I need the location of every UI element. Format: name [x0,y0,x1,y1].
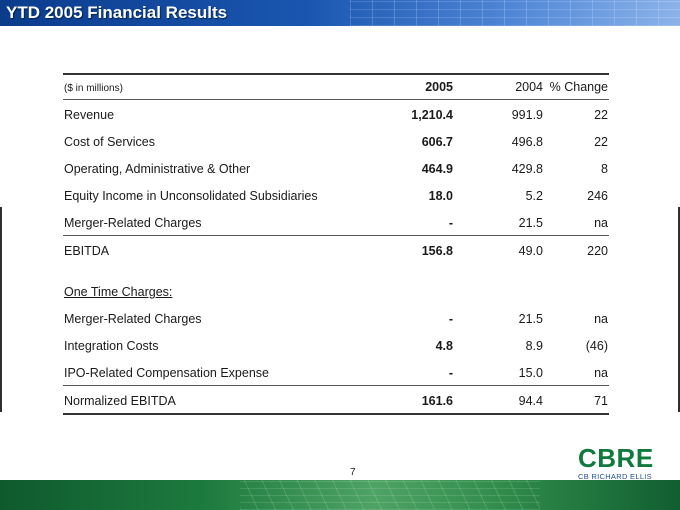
row-label: Merger-Related Charges [64,312,202,326]
logo-mark: CBRE [578,443,654,473]
footer-texture [240,480,540,510]
value-2005: 4.8 [435,339,453,353]
left-edge-line [0,207,2,412]
row-label: Merger-Related Charges [64,216,202,230]
row-label: Normalized EBITDA [64,394,176,408]
row-label: Integration Costs [64,339,159,353]
value-2005: - [448,366,453,380]
units-label: ($ in millions) [64,83,123,94]
value-2004: 496.8 [511,135,543,149]
row-label: EBITDA [64,244,110,258]
value-2005: 606.7 [421,135,453,149]
col-header-2005: 2005 [425,80,453,94]
value-2004: 429.8 [511,162,543,176]
value-2004: 94.4 [518,394,543,408]
ebitda-rule [63,235,609,236]
logo-subtitle: CB RICHARD ELLIS [578,472,652,481]
row-label: Revenue [64,108,115,122]
value-change: na [594,312,608,326]
header-rule [63,99,609,100]
one-time-heading: One Time Charges: [64,285,173,299]
col-header-2004: 2004 [515,80,543,94]
normalized-rule [63,385,609,386]
cbre-logo: CBRE CB RICHARD ELLIS [578,445,664,481]
value-change: 8 [601,162,608,176]
table-row: Integration Costs 4.8 8.9 (46) [63,331,609,358]
table-row: Revenue 1,210.4 991.9 22 [63,100,609,127]
right-edge-line [678,207,680,412]
section-spacer [63,263,609,277]
value-2005: - [448,312,453,326]
one-time-heading-row: One Time Charges: [63,277,609,304]
value-2004: 15.0 [518,366,543,380]
value-2005: - [448,216,453,230]
value-2005: 464.9 [421,162,453,176]
title-bar: YTD 2005 Financial Results [0,0,680,26]
table-top-rule [63,73,609,75]
value-change: (46) [585,339,608,353]
ebitda-row: EBITDA 156.8 49.0 220 [63,236,609,263]
table-row: Operating, Administrative & Other 464.9 … [63,154,609,181]
table-header-row: ($ in millions) 2005 2004 % Change [63,75,609,99]
value-change: na [594,366,608,380]
value-2005: 161.6 [421,394,453,408]
row-label: Cost of Services [64,135,156,149]
value-2004: 5.2 [525,189,543,203]
row-label: Equity Income in Unconsolidated Subsidia… [64,189,318,203]
value-change: 220 [587,244,608,258]
value-2004: 991.9 [511,108,543,122]
value-2005: 18.0 [428,189,453,203]
value-change: 246 [587,189,608,203]
col-header-change: % Change [549,80,608,94]
title-bar-texture [350,0,680,26]
table-row: Equity Income in Unconsolidated Subsidia… [63,181,609,208]
value-2004: 21.5 [518,312,543,326]
value-2004: 21.5 [518,216,543,230]
row-label: Operating, Administrative & Other [64,162,251,176]
table-bottom-rule [63,413,609,415]
value-change: 22 [594,108,608,122]
row-label: IPO-Related Compensation Expense [64,366,269,380]
value-change: na [594,216,608,230]
value-change: 71 [594,394,608,408]
value-2004: 49.0 [518,244,543,258]
table-row: Merger-Related Charges - 21.5 na [63,304,609,331]
footer-bar [0,480,680,510]
value-2005: 156.8 [421,244,453,258]
normalized-ebitda-row: Normalized EBITDA 161.6 94.4 71 [63,386,609,413]
page-number: 7 [350,467,356,478]
slide-title: YTD 2005 Financial Results [6,3,228,22]
table-row: Merger-Related Charges - 21.5 na [63,208,609,235]
table-row: IPO-Related Compensation Expense - 15.0 … [63,358,609,385]
value-2005: 1,210.4 [411,108,453,122]
value-2004: 8.9 [525,339,543,353]
value-change: 22 [594,135,608,149]
table-row: Cost of Services 606.7 496.8 22 [63,127,609,154]
financial-table: ($ in millions) 2005 2004 % Change Reven… [63,73,609,415]
